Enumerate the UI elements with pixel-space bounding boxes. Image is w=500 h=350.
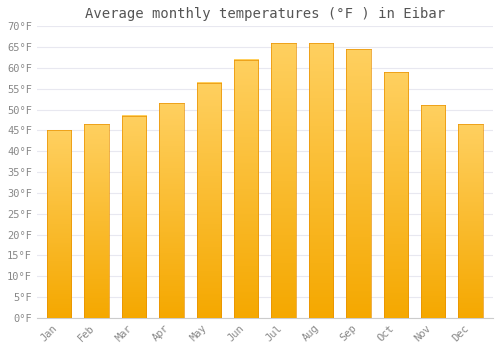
Title: Average monthly temperatures (°F ) in Eibar: Average monthly temperatures (°F ) in Ei…: [85, 7, 445, 21]
